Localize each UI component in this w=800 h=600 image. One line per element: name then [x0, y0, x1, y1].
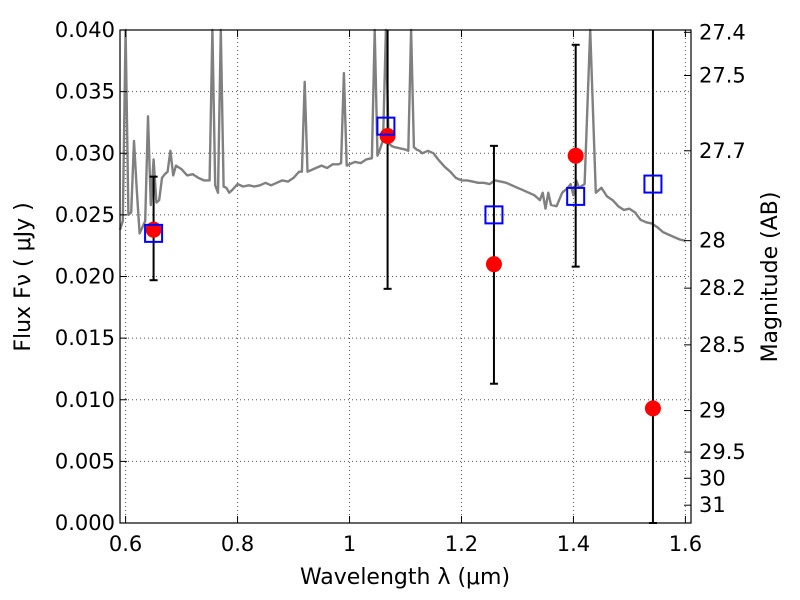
x-tick-label: 1.4 — [557, 532, 590, 556]
x-tick-label: 1.6 — [669, 532, 702, 556]
y2-tick-label: 31 — [699, 493, 726, 517]
y2-tick-label: 28.2 — [699, 276, 746, 300]
y2-tick-label: 28 — [699, 229, 726, 253]
x-axis-title: Wavelength λ (μm) — [300, 565, 510, 590]
y-tick-label: 0.010 — [55, 388, 115, 412]
model-points — [144, 116, 663, 243]
axis-ticks — [120, 29, 691, 524]
observed-point — [379, 127, 396, 144]
y2-tick-label: 27.5 — [699, 64, 746, 88]
y-tick-label: 0.030 — [55, 141, 115, 165]
y-tick-label: 0.005 — [55, 449, 115, 473]
x-tick-label: 0.6 — [109, 532, 142, 556]
x-tick-label: 1 — [343, 532, 356, 556]
observed-point — [485, 256, 502, 273]
y2-tick-label: 29.5 — [699, 440, 746, 464]
x-tick-label: 1.2 — [445, 532, 478, 556]
y-axis-title: Flux Fν ( μJy ) — [11, 202, 36, 351]
y-tick-labels: 0.000 0.005 0.010 0.015 0.020 0.025 0.030 0.035… — [55, 18, 115, 535]
observed-point — [567, 147, 584, 164]
y2-axis-title: Magnitude (AB) — [758, 192, 783, 363]
model-point — [376, 116, 396, 136]
y2-tick-label: 27.7 — [699, 139, 746, 163]
model-point — [484, 205, 504, 225]
error-bars — [149, 30, 657, 524]
x-tick-labels: 0.6 0.8 1 1.2 1.4 1.6 — [109, 532, 702, 556]
y-tick-label: 0.040 — [55, 18, 115, 42]
observed-point — [644, 400, 661, 417]
y2-tick-label: 27.4 — [699, 20, 746, 44]
model-point — [566, 186, 586, 206]
model-point — [643, 174, 663, 194]
y-tick-label: 0.035 — [55, 80, 115, 104]
plot-area — [118, 28, 686, 524]
y-tick-label: 0.000 — [55, 511, 115, 535]
y-tick-label: 0.015 — [55, 326, 115, 350]
y-tick-label: 0.020 — [55, 265, 115, 289]
y2-tick-label: 28.5 — [699, 333, 746, 357]
model-point — [144, 223, 164, 243]
y2-tick-label: 30 — [699, 466, 726, 490]
y2-tick-labels: 27.4 27.5 27.7 28 28.2 28.5 29 29.530 31 — [699, 20, 746, 517]
y-tick-label: 0.025 — [55, 203, 115, 227]
x-tick-label: 0.8 — [221, 532, 254, 556]
plot-background — [120, 30, 691, 523]
y2-tick-label: 29 — [699, 399, 726, 423]
plot-frame — [119, 29, 692, 524]
